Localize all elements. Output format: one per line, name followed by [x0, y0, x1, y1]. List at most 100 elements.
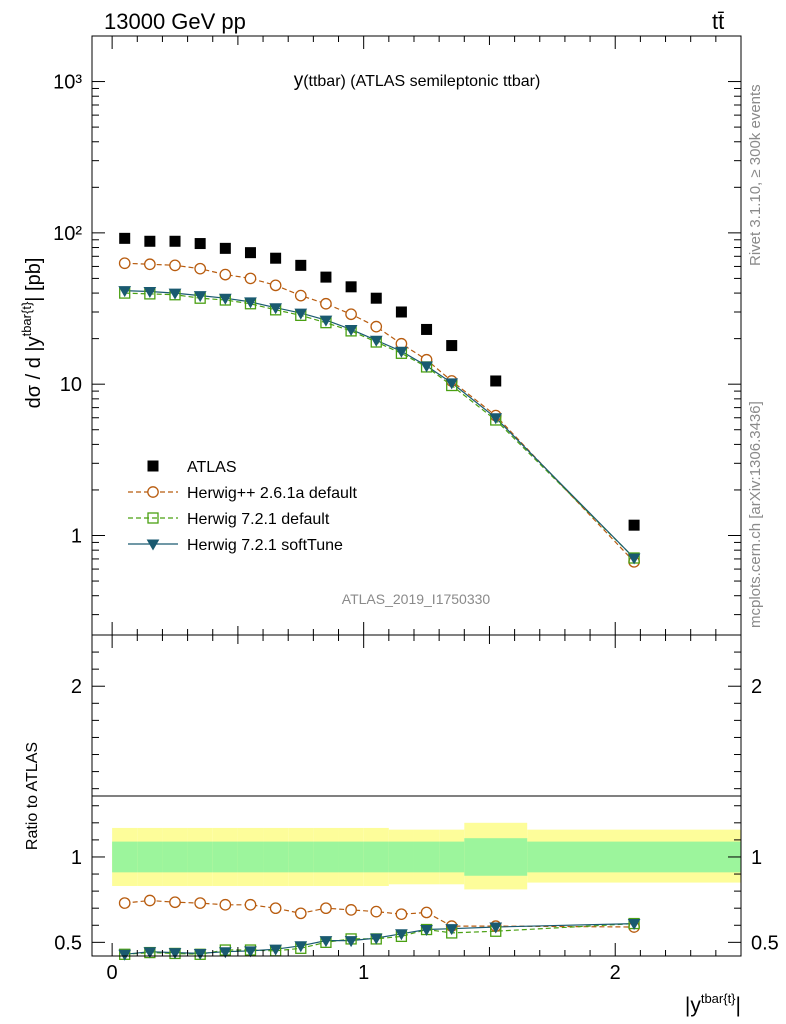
ratio-band-stat-2: [162, 841, 188, 873]
main-panel-ticks: [92, 35, 742, 635]
analysis-watermark: ATLAS_2019_I1750330: [342, 591, 491, 607]
x-axis-label: |ytbar{t}|: [685, 991, 741, 1017]
ratio-marker-herwigpp-4: [219, 898, 232, 911]
ratio-marker-softtune-0: [118, 949, 132, 961]
ratio-marker-herwigpp-12: [420, 906, 433, 919]
ratio-band-stat-5: [237, 841, 264, 873]
ratio-band-stat-10: [363, 841, 389, 873]
legend-label-data: ATLAS: [187, 459, 237, 476]
ratio-marker-herwigpp-7: [294, 907, 307, 920]
main-marker-data-2: [169, 235, 181, 247]
process-label: tt̄: [712, 9, 724, 34]
ratio-y-tick-labels: 0.5 0.5 1 1 2 2: [54, 676, 779, 954]
main-marker-data-1: [144, 235, 156, 247]
x-tick-label: 1: [358, 962, 369, 984]
ratio-marker-softtune-15: [627, 919, 641, 931]
main-marker-softtune-11: [395, 346, 408, 358]
ratio-band-stat-9: [338, 841, 364, 873]
main-marker-softtune-4: [218, 293, 232, 305]
main-marker-herwigpp-7: [294, 289, 307, 302]
main-marker-herwigpp-1: [144, 258, 156, 271]
main-panel-curves: [124, 262, 635, 563]
ratio-band-stat-1: [137, 841, 163, 873]
main-marker-herwigpp-9: [345, 308, 357, 321]
x-axis-label-superscript: tbar{t}: [701, 991, 736, 1006]
ratio-y-tick-label-right: 1: [751, 847, 762, 869]
legend-marker-herwig721: [147, 512, 159, 524]
ratio-marker-softtune-13: [445, 924, 459, 936]
main-marker-data-11: [395, 306, 407, 318]
ratio-marker-herwigpp-3: [194, 897, 207, 909]
ratio-band-stat-3: [187, 841, 213, 873]
main-panel-markers: [118, 232, 641, 568]
main-marker-softtune-15: [627, 553, 641, 565]
main-title-suffix: (ttbar) (ATLAS semileptonic ttbar): [303, 73, 540, 90]
ratio-y-tick-label-left: 2: [71, 676, 82, 698]
main-marker-softtune-6: [269, 303, 282, 315]
ratio-marker-softtune-5: [244, 946, 257, 958]
main-marker-softtune-10: [369, 335, 383, 347]
main-y-tick-label: 10²: [53, 223, 82, 245]
main-marker-softtune-14: [489, 413, 503, 425]
main-marker-data-14: [490, 375, 502, 387]
ratio-panel-frame: [91, 634, 742, 957]
main-marker-softtune-1: [143, 286, 157, 298]
mcplots-label: mcplots.cern.ch [arXiv:1306.3436]: [747, 401, 764, 628]
main-marker-data-7: [295, 259, 307, 271]
legend-label-softtune: Herwig 7.2.1 softTune: [187, 537, 343, 554]
ratio-band-stat-12: [413, 841, 440, 873]
main-marker-softtune-13: [445, 378, 459, 390]
ratio-y-tick-label-right: 0.5: [751, 932, 779, 954]
ratio-marker-herwigpp-1: [144, 894, 156, 907]
ratio-marker-herwigpp-9: [345, 904, 357, 916]
main-marker-data-5: [244, 247, 256, 259]
main-marker-herwigpp-3: [194, 262, 207, 275]
rivet-version-label: Rivet 3.1.10, ≥ 300k events: [747, 84, 764, 266]
main-marker-data-12: [421, 323, 433, 335]
ratio-marker-softtune-7: [294, 941, 308, 953]
ratio-marker-herwigpp-0: [118, 897, 131, 909]
ratio-band-stat-6: [263, 841, 289, 873]
main-marker-herwigpp-10: [370, 320, 383, 333]
ratio-marker-herwigpp-8: [320, 902, 332, 915]
main-y-axis-label: dσ / d |ytbar{t}| [pb]: [19, 258, 45, 409]
x-tick-label: 0: [107, 962, 118, 984]
ratio-marker-herwigpp-5: [244, 898, 257, 911]
ratio-band-stat-14: [464, 838, 528, 876]
ratio-panel-ticks: [92, 635, 742, 956]
ratio-band-stat-13: [439, 841, 465, 873]
ratio-marker-softtune-2: [168, 948, 182, 960]
main-marker-data-6: [270, 252, 282, 264]
x-axis-label-end: |: [736, 994, 741, 1017]
ratio-panel-bands: [112, 822, 741, 890]
main-y-tick-labels: 1 10 10² 10³: [53, 72, 82, 548]
main-y-axis-label-superscript: tbar{t}: [19, 301, 34, 336]
main-y-axis-label-main: dσ / d |y: [23, 336, 45, 408]
ratio-band-stat-11: [388, 841, 414, 873]
ratio-marker-softtune-8: [319, 936, 333, 948]
main-marker-herwigpp-6: [269, 279, 282, 292]
legend-marker-softtune: [146, 539, 160, 551]
main-curve-herwigpp: [124, 262, 635, 563]
ratio-marker-softtune-6: [269, 944, 282, 956]
ratio-y-tick-label-left: 0.5: [54, 932, 82, 954]
main-marker-herwigpp-5: [244, 272, 257, 285]
main-marker-data-8: [320, 271, 332, 283]
main-marker-data-15: [628, 519, 640, 531]
main-marker-softtune-5: [244, 297, 257, 309]
main-marker-softtune-8: [319, 315, 333, 327]
ratio-marker-softtune-4: [218, 947, 232, 959]
ratio-y-tick-label-right: 2: [751, 676, 762, 698]
main-marker-herwigpp-0: [118, 257, 131, 270]
ratio-marker-herwigpp-10: [370, 905, 383, 918]
ratio-marker-herwigpp-11: [395, 908, 408, 921]
main-marker-softtune-9: [344, 324, 358, 336]
ratio-y-axis-label: Ratio to ATLAS: [24, 742, 41, 850]
ratio-band-stat-0: [112, 841, 138, 873]
main-marker-softtune-0: [118, 286, 132, 298]
main-marker-softtune-3: [193, 291, 207, 303]
x-tick-labels: 0 1 2: [107, 962, 621, 984]
main-marker-softtune-2: [168, 288, 182, 300]
x-axis-label-main: |y: [685, 994, 701, 1017]
